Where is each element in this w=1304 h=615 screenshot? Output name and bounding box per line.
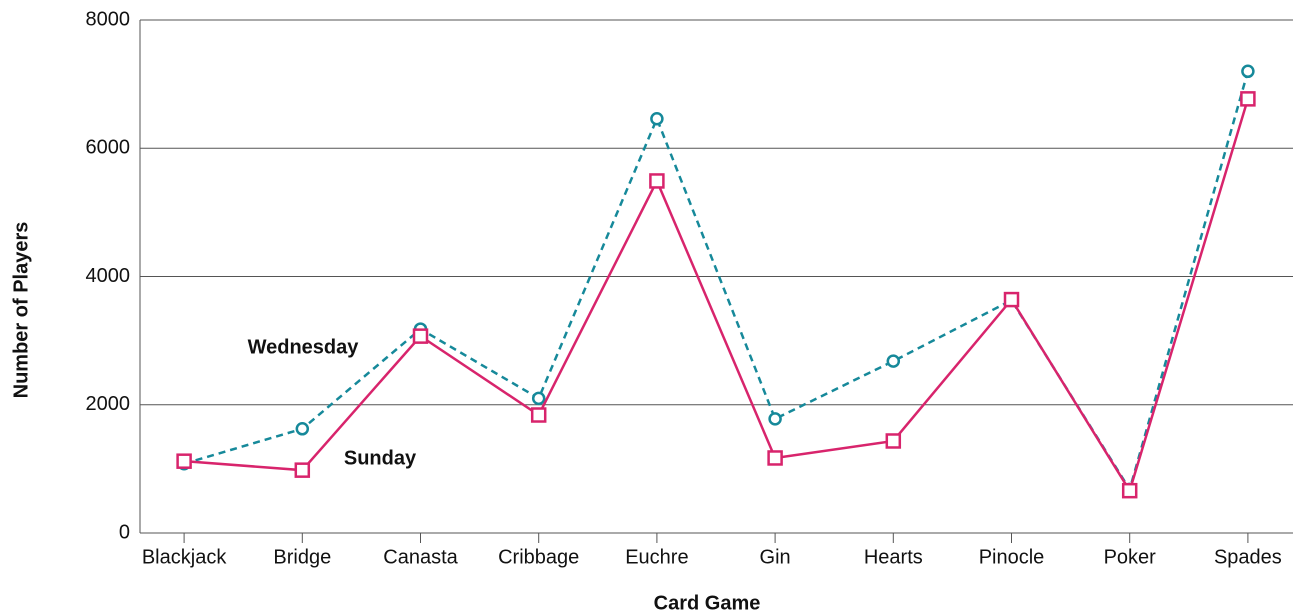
point [1240,91,1256,107]
point [649,173,665,189]
x-tick-label: Bridge [273,546,331,568]
x-tick-label: Poker [1104,546,1157,568]
point [531,391,546,406]
y-tick-label: 6000 [86,137,131,159]
x-tick-label: Canasta [383,546,458,568]
y-axis-title: Number of Players [10,222,32,399]
y-tick-label: 8000 [86,8,131,30]
x-axis-title: Card Game [654,592,761,614]
series-line [184,98,1250,494]
point [294,462,311,478]
x-tick-label: Pinocle [979,546,1045,568]
point [1003,291,1020,308]
point [176,453,192,469]
x-tick-label: Euchre [625,546,688,568]
point [1121,482,1138,499]
point [768,412,782,426]
series-label: Sunday [344,447,417,469]
series-label: Wednesday [248,336,360,358]
point [412,328,429,344]
point [295,422,310,436]
point [530,407,547,423]
point [767,450,783,466]
y-tick-label: 2000 [86,393,131,415]
point [886,354,901,368]
point [885,433,902,449]
point [1241,64,1255,79]
x-tick-label: Hearts [864,546,923,568]
y-tick-label: 0 [119,521,130,543]
point [650,112,664,126]
x-tick-label: Spades [1214,546,1282,568]
x-tick-label: Cribbage [498,546,579,568]
series-line [183,70,1250,493]
x-tick-label: Gin [760,546,791,568]
y-tick-label: 4000 [86,265,131,287]
x-tick-label: Blackjack [142,546,227,568]
